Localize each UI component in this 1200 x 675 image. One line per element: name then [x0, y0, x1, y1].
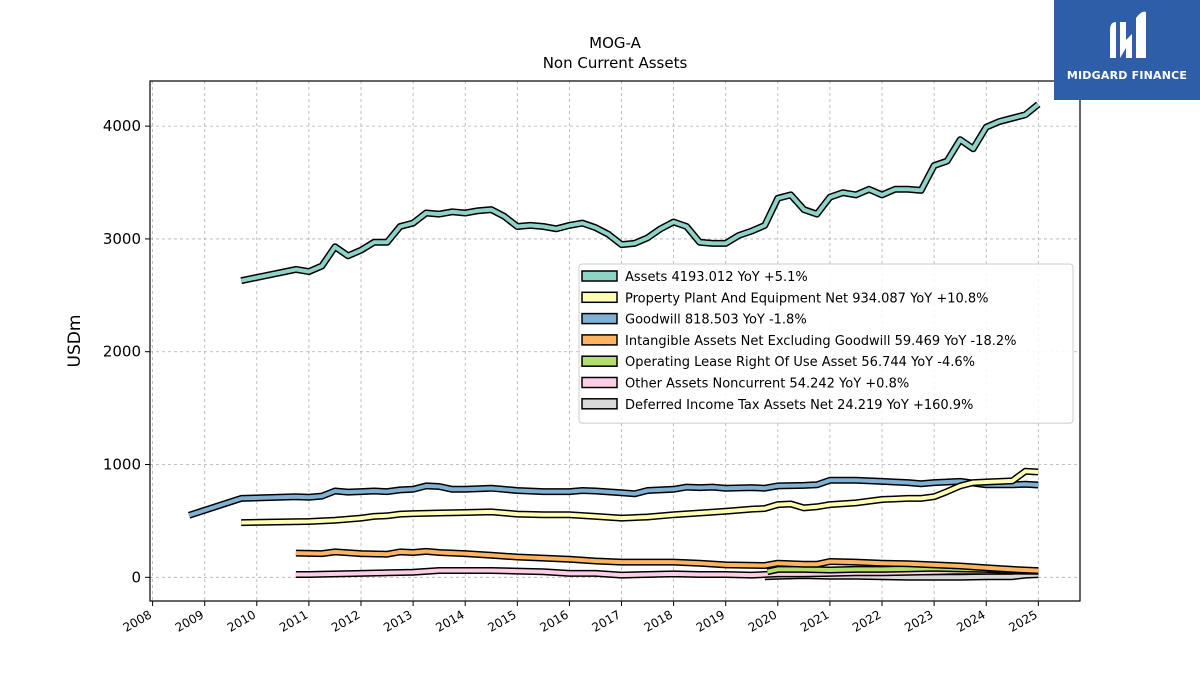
x-tick-label: 2019	[694, 607, 727, 634]
legend-label: Operating Lease Right Of Use Asset 56.74…	[625, 355, 975, 370]
legend-label: Assets 4193.012 YoY +5.1%	[625, 270, 808, 285]
y-axis-label: USDm	[65, 315, 85, 368]
y-tick-label: 3000	[103, 230, 141, 248]
legend-swatch	[581, 376, 618, 389]
x-tick-label: 2008	[121, 607, 154, 634]
logo-mark-icon	[1110, 11, 1146, 59]
x-tick-label: 2024	[954, 607, 987, 634]
x-tick-label: 2014	[433, 607, 466, 634]
x-tick-label: 2012	[329, 607, 362, 634]
x-tick-label: 2017	[590, 607, 623, 634]
x-tick-label: 2011	[277, 607, 310, 634]
plot-frame	[149, 80, 1081, 602]
legend-swatch	[581, 291, 618, 304]
y-tick-label: 0	[131, 568, 141, 586]
brand-logo: MIDGARD FINANCE	[1054, 0, 1200, 100]
legend: Assets 4193.012 YoY +5.1% Property Plant …	[578, 263, 1074, 424]
x-tick-label: 2013	[381, 607, 414, 634]
x-tick-label: 2016	[537, 607, 570, 634]
x-tick-label: 2018	[642, 607, 675, 634]
x-tick-label: 2010	[225, 607, 258, 634]
legend-label: Intangible Assets Net Excluding Goodwill…	[625, 334, 1016, 349]
x-tick-label: 2015	[485, 607, 518, 634]
y-tick-label: 4000	[103, 117, 141, 135]
legend-label: Property Plant And Equipment Net 934.087…	[625, 291, 989, 306]
x-tick-label: 2025	[1006, 607, 1039, 634]
legend-box	[578, 263, 1074, 424]
x-tick-label: 2020	[746, 607, 779, 634]
x-tick-label: 2023	[902, 607, 935, 634]
series-line-property-plant-and-equipment-net	[241, 469, 1039, 525]
legend-label: Deferred Income Tax Assets Net 24.219 Yo…	[625, 398, 973, 413]
x-tick-label: 2022	[850, 607, 883, 634]
x-tick-label: 2021	[798, 607, 831, 634]
legend-label: Goodwill 818.503 YoY -1.8%	[625, 313, 807, 328]
series-lines	[188, 101, 1041, 581]
series-line-goodwill	[188, 478, 1039, 518]
y-tick-label: 2000	[103, 343, 141, 361]
series-line-assets	[240, 102, 1040, 283]
legend-swatch	[581, 334, 618, 346]
legend-swatch	[581, 398, 618, 410]
legend-swatch	[581, 312, 618, 325]
legend-swatch	[581, 355, 618, 367]
chart-title: MOG-A	[589, 34, 641, 52]
logo-text: MIDGARD FINANCE	[1066, 69, 1188, 82]
legend-label: Other Assets Noncurrent 54.242 YoY +0.8%	[625, 377, 909, 392]
y-tick-label: 1000	[103, 456, 141, 474]
legend-swatch	[581, 270, 618, 282]
chart-subtitle: Non Current Assets	[543, 54, 688, 72]
x-tick-label: 2009	[173, 607, 206, 634]
series-line-intangible-assets-net-excluding-goodwill	[295, 549, 1039, 573]
